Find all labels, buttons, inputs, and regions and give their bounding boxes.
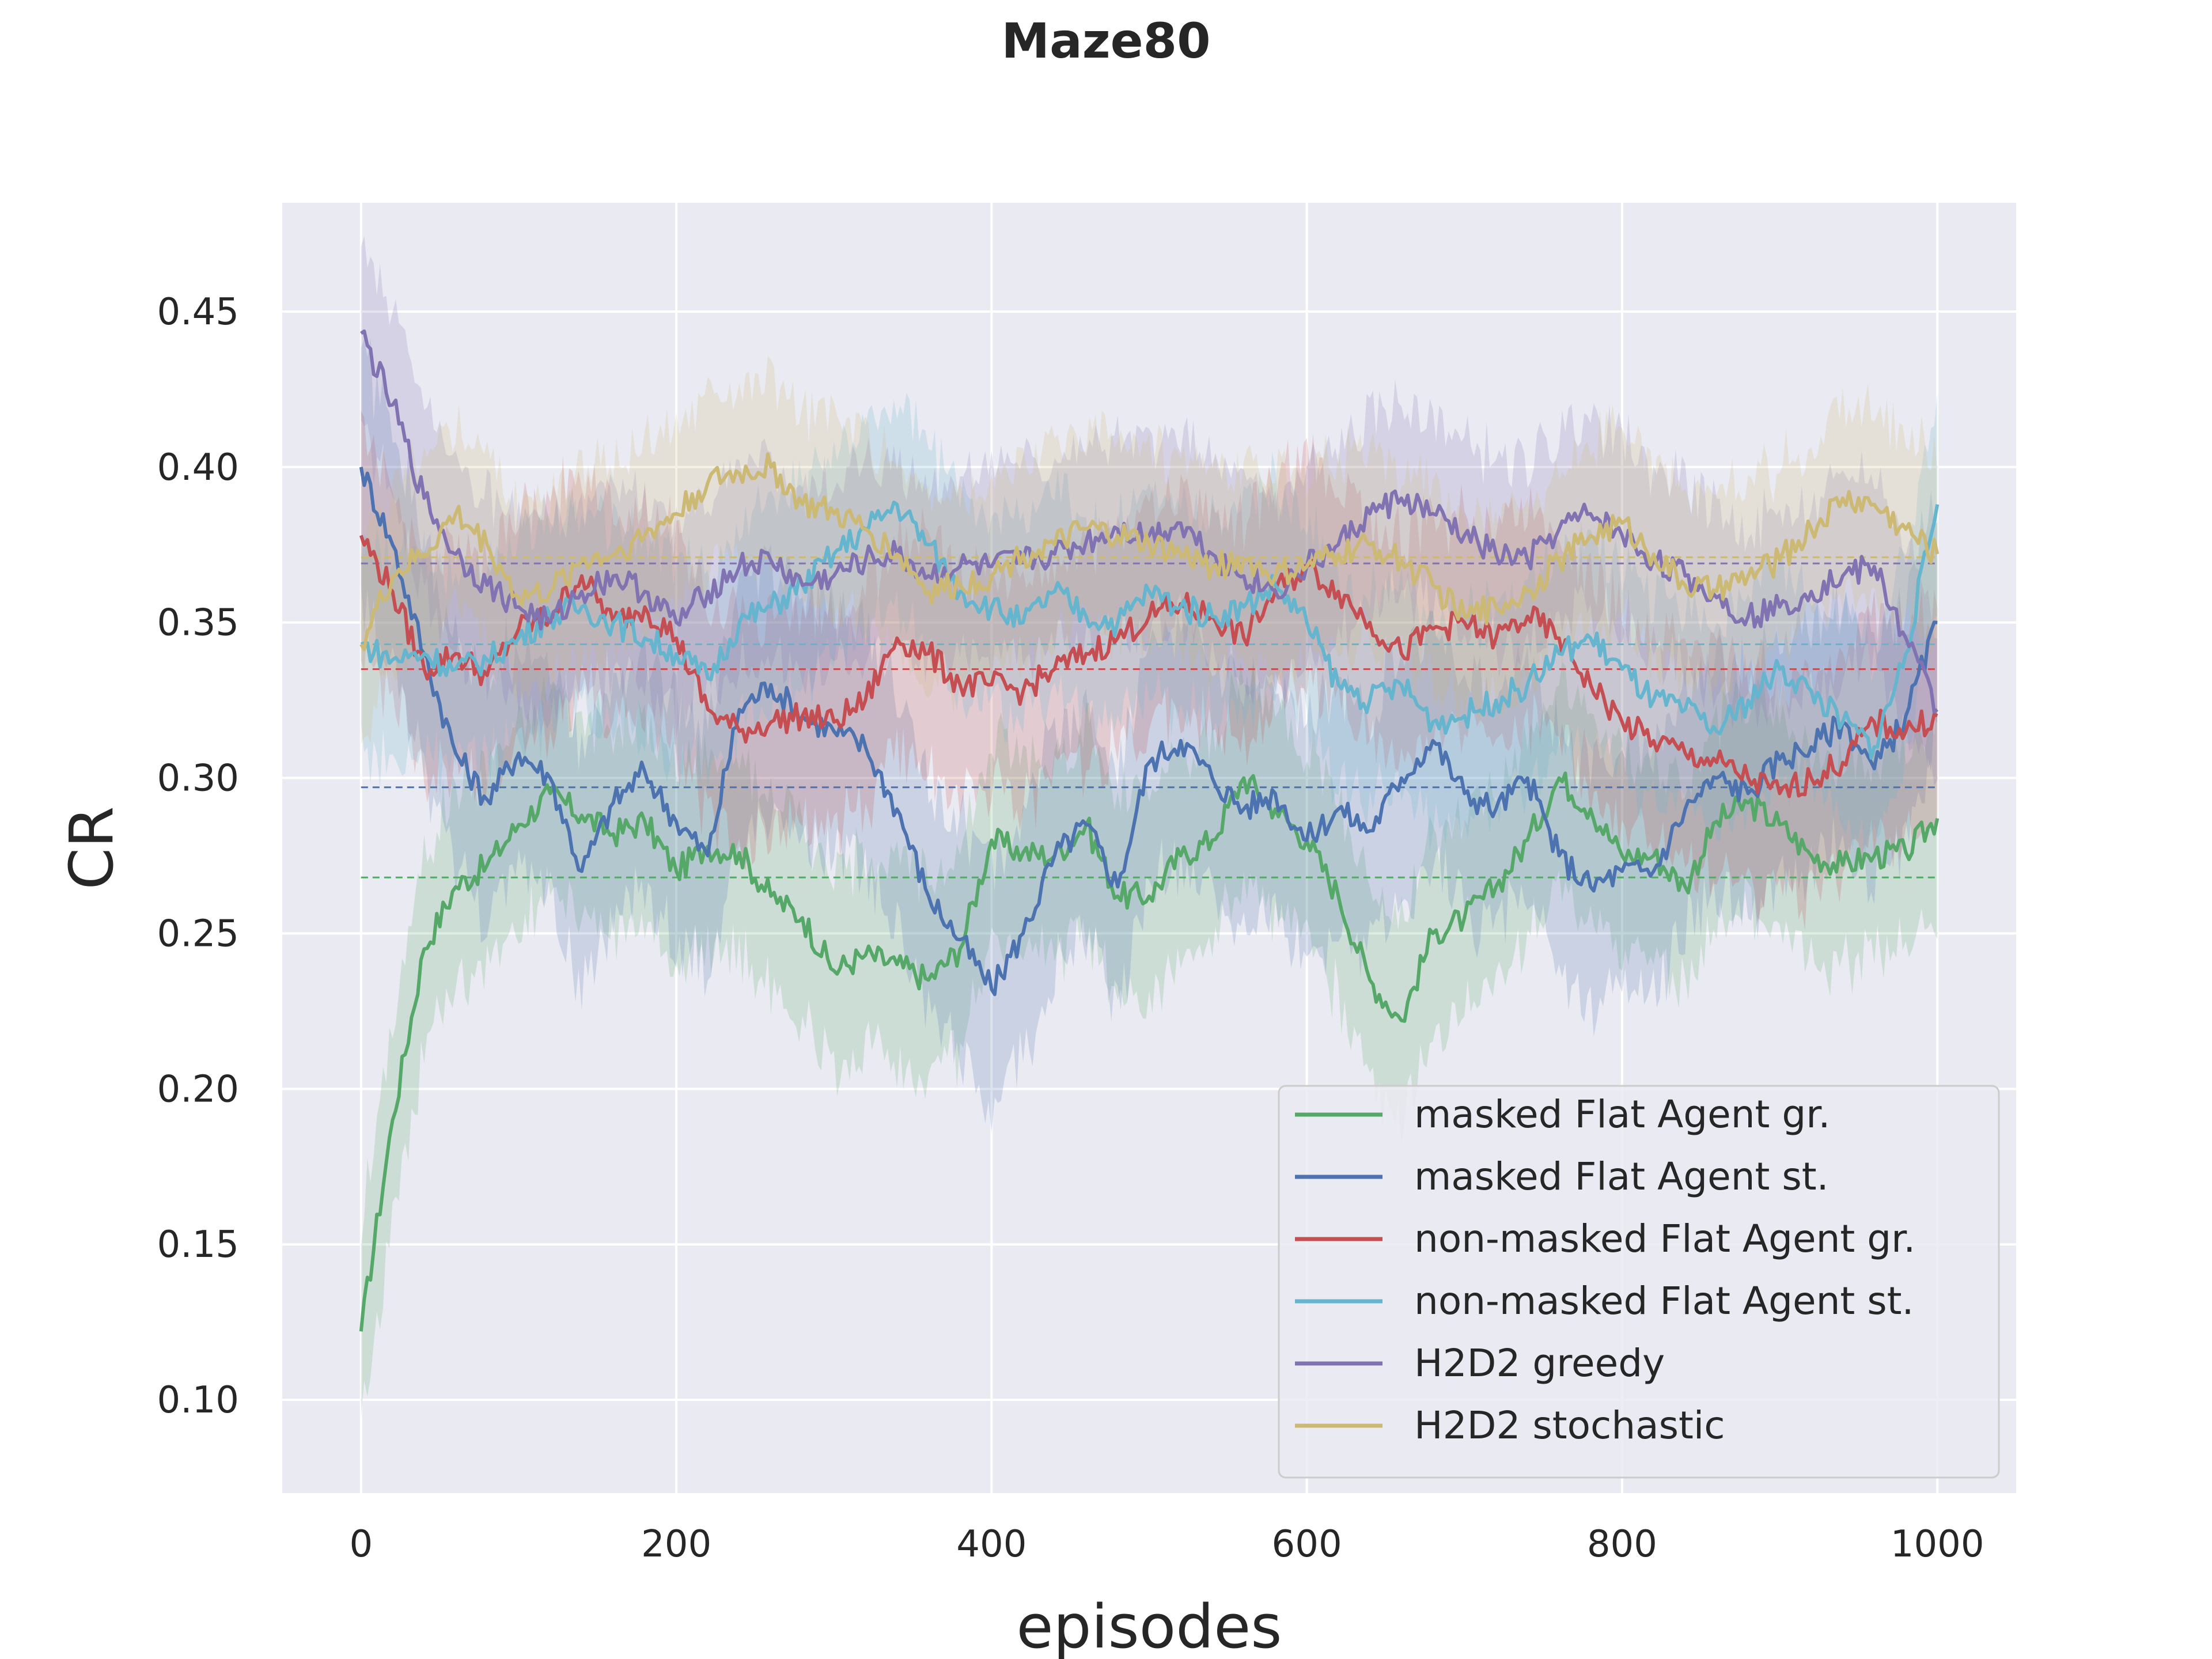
line-series-2 — [359, 535, 1938, 798]
x-tick-label: 1000 — [1891, 1523, 1984, 1566]
legend-entry: non-masked Flat Agent st. — [1414, 1279, 1914, 1323]
y-tick-label: 0.15 — [157, 1224, 240, 1266]
x-tick-label: 0 — [349, 1523, 373, 1566]
band-series-1 — [361, 338, 1938, 1134]
legend-entry: masked Flat Agent gr. — [1414, 1092, 1830, 1137]
legend-entry: non-masked Flat Agent gr. — [1414, 1217, 1915, 1261]
legend-box — [1278, 1085, 2000, 1479]
x-tick-label: 600 — [1272, 1523, 1342, 1566]
x-tick-label: 800 — [1587, 1523, 1657, 1566]
y-tick-label: 0.10 — [157, 1379, 240, 1422]
y-axis-label: CR — [56, 806, 127, 890]
x-axis-label: episodes — [1017, 1592, 1282, 1659]
y-tick-label: 0.20 — [157, 1068, 240, 1111]
grid — [282, 203, 2016, 1493]
legend-entry: H2D2 greedy — [1414, 1341, 1665, 1385]
chart-title: Maze80 — [1001, 13, 1210, 69]
x-axis-ticks: 0 200 400 600 800 1000 — [349, 1523, 1984, 1566]
y-tick-label: 0.25 — [157, 912, 240, 955]
y-tick-label: 0.40 — [157, 446, 240, 489]
band-series-3 — [361, 392, 1938, 855]
line-series-0 — [359, 771, 1940, 1332]
legend: masked Flat Agent gr. masked Flat Agent s… — [1278, 1085, 2000, 1479]
line-series-5 — [359, 452, 1940, 652]
line-series-3 — [360, 501, 1940, 760]
y-tick-label: 0.45 — [157, 291, 240, 334]
y-tick-label: 0.35 — [157, 602, 240, 645]
band-series-0 — [361, 661, 1938, 1418]
legend-entry: masked Flat Agent st. — [1414, 1154, 1829, 1199]
band-series-4 — [361, 236, 1938, 786]
legend-entry: H2D2 stochastic — [1414, 1403, 1725, 1448]
line-series-1 — [359, 467, 1938, 997]
x-tick-label: 200 — [641, 1523, 711, 1566]
x-tick-label: 400 — [956, 1523, 1027, 1566]
y-tick-label: 0.30 — [157, 757, 240, 800]
y-axis-ticks: 0.10 0.15 0.20 0.25 0.30 0.35 0.40 0.45 — [157, 291, 240, 1422]
series-lines — [359, 329, 1940, 1332]
